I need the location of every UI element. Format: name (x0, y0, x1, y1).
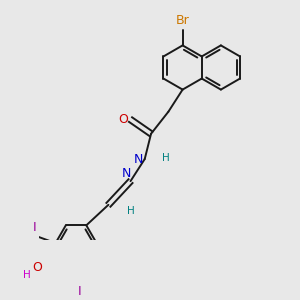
Text: I: I (33, 221, 37, 234)
Text: H: H (23, 270, 31, 280)
Text: Br: Br (176, 14, 190, 27)
Text: H: H (128, 206, 135, 216)
Text: H: H (162, 153, 170, 163)
Text: O: O (32, 261, 42, 274)
Text: O: O (118, 113, 128, 126)
Text: N: N (122, 167, 131, 180)
Text: I: I (78, 285, 82, 298)
Text: N: N (134, 152, 143, 166)
